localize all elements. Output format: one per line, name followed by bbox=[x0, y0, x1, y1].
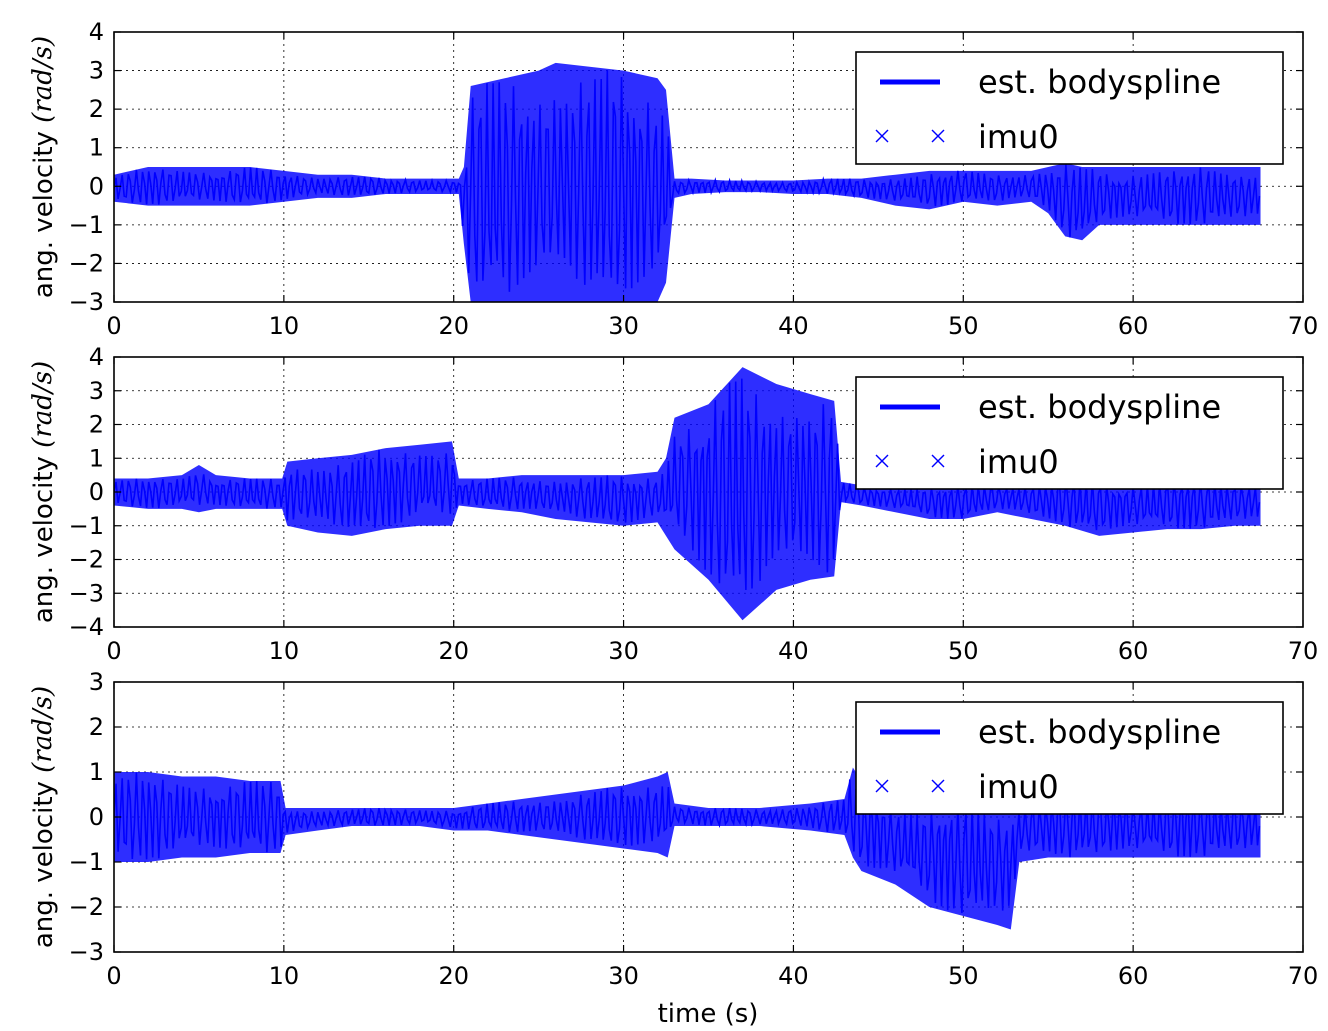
legend-label-imu0: imu0 bbox=[978, 443, 1059, 481]
x-tick-label: 20 bbox=[438, 637, 469, 665]
y-tick-label: −2 bbox=[69, 546, 104, 574]
x-tick-label: 40 bbox=[778, 637, 809, 665]
x-tick-label: 60 bbox=[1118, 312, 1149, 340]
y-tick-label: −2 bbox=[69, 893, 104, 921]
y-tick-label: −1 bbox=[69, 211, 104, 239]
x-tick-label: 0 bbox=[106, 637, 121, 665]
y-tick-label: 2 bbox=[89, 411, 104, 439]
series-imu0-band bbox=[114, 62, 1261, 302]
y-tick-label: 3 bbox=[89, 668, 104, 696]
legend: est. bodyspline imu0 bbox=[855, 701, 1284, 815]
x-tick-label: 50 bbox=[948, 312, 979, 340]
y-axis-label: ang. velocity (rad/s) bbox=[28, 361, 59, 623]
y-axis-label: ang. velocity (rad/s) bbox=[28, 36, 59, 298]
y-tick-label: 1 bbox=[89, 134, 104, 162]
plot-area bbox=[114, 62, 1261, 302]
y-tick-label: 4 bbox=[89, 18, 104, 46]
y-axis-label: ang. velocity (rad/s) bbox=[28, 686, 59, 948]
y-tick-label: −1 bbox=[69, 848, 104, 876]
x-tick-label: 30 bbox=[608, 962, 639, 990]
y-tick-label: 1 bbox=[89, 444, 104, 472]
legend-label-imu0: imu0 bbox=[978, 118, 1059, 156]
x-tick-label: 30 bbox=[608, 637, 639, 665]
x-tick-label: 10 bbox=[269, 312, 300, 340]
x-tick-label: 50 bbox=[948, 962, 979, 990]
x-tick-label: 40 bbox=[778, 962, 809, 990]
x-tick-label: 60 bbox=[1118, 962, 1149, 990]
y-tick-label: −1 bbox=[69, 512, 104, 540]
x-tick-label: 0 bbox=[106, 312, 121, 340]
x-tick-label: 20 bbox=[438, 962, 469, 990]
legend-label-bodyspline: est. bodyspline bbox=[978, 388, 1221, 426]
legend-x-marker-icon bbox=[875, 454, 945, 468]
legend-box bbox=[855, 376, 1284, 490]
y-tick-label: 2 bbox=[89, 95, 104, 123]
subplot-2: 0 10 20 30 40 50 60 70 −4 −3 −2 −1 0 1 2 3 4 ang. veloci… bbox=[28, 343, 1318, 665]
x-tick-label: 30 bbox=[608, 312, 639, 340]
y-tick-label: 4 bbox=[89, 343, 104, 371]
axes-frame bbox=[113, 31, 1304, 303]
legend: est. bodyspline imu0 bbox=[855, 376, 1284, 490]
legend-label-bodyspline: est. bodyspline bbox=[978, 63, 1221, 101]
ticks: 0 10 20 30 40 50 60 70 −3 −2 −1 0 1 2 3 4 bbox=[69, 18, 1319, 340]
x-tick-label: 70 bbox=[1288, 962, 1319, 990]
legend: est. bodyspline imu0 bbox=[855, 51, 1284, 165]
x-tick-label: 70 bbox=[1288, 637, 1319, 665]
subplot-1: 0 10 20 30 40 50 60 70 −3 −2 −1 0 1 2 3 4 ang. velocity… bbox=[28, 18, 1318, 340]
x-axis-label: time (s) bbox=[658, 999, 759, 1029]
ticks: 0 10 20 30 40 50 60 70 −3 −2 −1 0 1 2 3 bbox=[69, 668, 1319, 990]
y-tick-label: 2 bbox=[89, 713, 104, 741]
ticks: 0 10 20 30 40 50 60 70 −4 −3 −2 −1 0 1 2 3 4 bbox=[69, 343, 1319, 665]
legend-x-marker-icon bbox=[875, 129, 945, 143]
y-tick-label: −3 bbox=[69, 288, 104, 316]
x-tick-label: 50 bbox=[948, 637, 979, 665]
legend-box bbox=[855, 51, 1284, 165]
y-tick-label: 1 bbox=[89, 758, 104, 786]
x-tick-label: 40 bbox=[778, 312, 809, 340]
y-tick-label: 0 bbox=[89, 803, 104, 831]
y-tick-label: 3 bbox=[89, 57, 104, 85]
legend-box bbox=[855, 701, 1284, 815]
subplot-3: 0 10 20 30 40 50 60 70 −3 −2 −1 0 1 2 3 ang. velocity … bbox=[28, 668, 1318, 1029]
legend-label-imu0: imu0 bbox=[978, 768, 1059, 806]
x-tick-label: 10 bbox=[269, 962, 300, 990]
x-tick-label: 20 bbox=[438, 312, 469, 340]
y-tick-label: 3 bbox=[89, 377, 104, 405]
series-imu0-band bbox=[114, 367, 1261, 621]
y-tick-label: −4 bbox=[69, 613, 104, 641]
x-tick-label: 70 bbox=[1288, 312, 1319, 340]
x-tick-label: 0 bbox=[106, 962, 121, 990]
y-tick-label: 0 bbox=[89, 478, 104, 506]
legend-x-marker-icon bbox=[875, 779, 945, 793]
x-tick-label: 10 bbox=[269, 637, 300, 665]
plot-area bbox=[114, 367, 1261, 621]
y-tick-label: −3 bbox=[69, 938, 104, 966]
y-tick-label: 0 bbox=[89, 172, 104, 200]
x-tick-label: 60 bbox=[1118, 637, 1149, 665]
y-tick-label: −2 bbox=[69, 249, 104, 277]
legend-label-bodyspline: est. bodyspline bbox=[978, 713, 1221, 751]
y-tick-label: −3 bbox=[69, 579, 104, 607]
